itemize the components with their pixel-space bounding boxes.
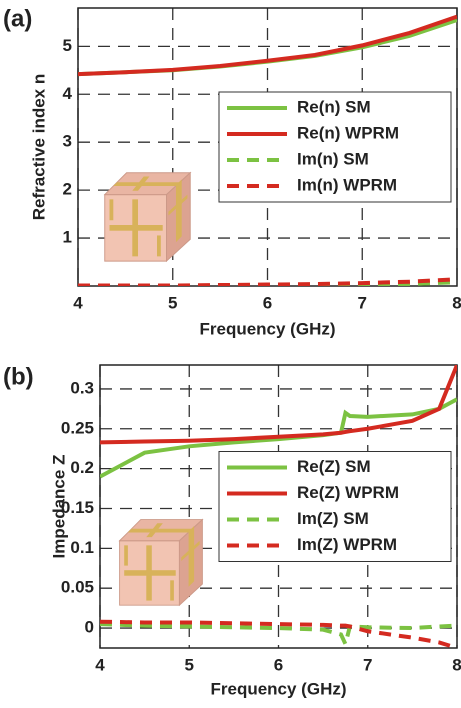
y-axis-label: Refractive index n [29,74,48,220]
legend-box [218,91,452,203]
y-tick-label: 0.2 [70,458,94,477]
unit-cell-illustration [104,172,191,262]
legend-label: Im(n) SM [297,149,369,168]
x-tick-label: 6 [274,655,283,674]
y-tick-label: 1 [63,228,72,247]
x-tick-label: 6 [263,293,272,312]
legend-label: Re(n) SM [297,97,371,116]
legend-label: Im(n) WPRM [297,175,397,194]
y-tick-label: 0.25 [61,418,94,437]
unit-cell-illustration [119,519,203,606]
x-tick-label: 5 [168,293,177,312]
legend-label: Re(Z) WPRM [297,483,399,502]
series-line [78,14,457,77]
y-tick-label: 4 [63,84,73,103]
y-tick-label: 2 [63,180,72,199]
y-tick-label: 0 [85,618,94,637]
y-tick-label: 0.1 [70,538,94,557]
series-line [100,365,457,445]
x-axis-label: Frequency (GHz) [199,319,335,338]
series-line [78,277,457,286]
series-line [100,622,457,648]
legend-label: Re(n) WPRM [297,123,399,142]
legend-label: Re(Z) SM [297,457,371,476]
axes-frame [99,364,458,649]
x-axis-label: Frequency (GHz) [210,679,346,698]
x-tick-label: 8 [452,655,461,674]
panel-label: (a) [3,5,32,32]
x-tick-label: 8 [452,293,461,312]
x-tick-label: 7 [358,293,367,312]
x-tick-label: 7 [363,655,372,674]
y-tick-label: 0.3 [70,378,94,397]
legend-label: Im(Z) SM [297,509,369,528]
legend: Re(n) SM Re(n) WPRM Im(n) SM Im(n) WPRM [218,91,452,203]
y-axis-label: Impedance Z [49,455,68,559]
y-tick-label: 5 [63,36,72,55]
panel-label: (b) [3,363,34,390]
legend: Re(Z) SM Re(Z) WPRM Im(Z) SM Im(Z) WPRM [218,451,452,562]
x-tick-label: 4 [73,293,83,312]
x-tick-label: 5 [185,655,194,674]
legend-label: Im(Z) WPRM [297,535,397,554]
legend-box [218,451,452,562]
series-line [100,619,457,648]
y-tick-label: 0.05 [61,578,94,597]
y-tick-label: 0.15 [61,498,94,517]
y-tick-label: 3 [63,132,72,151]
x-tick-label: 4 [95,655,105,674]
